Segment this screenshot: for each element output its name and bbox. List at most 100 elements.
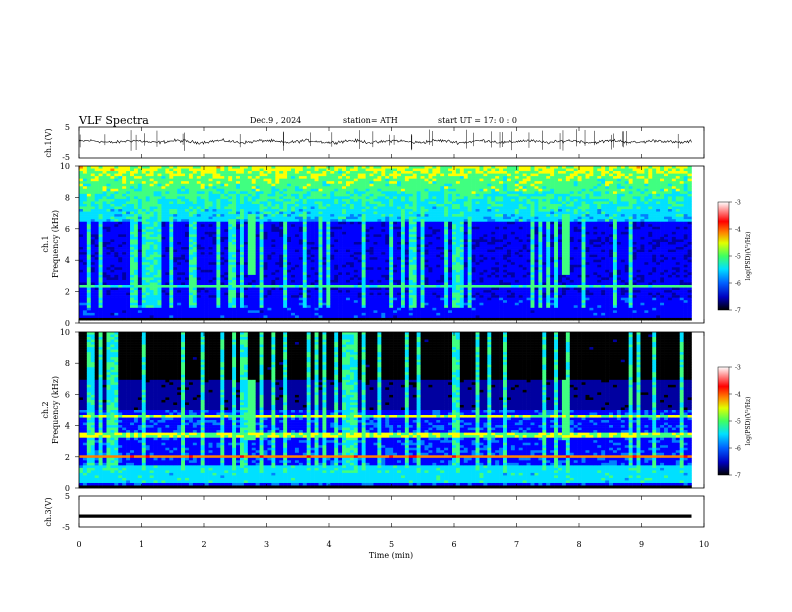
spectrogram-cell [322, 295, 327, 298]
spectrogram-cell [181, 221, 186, 225]
spectrogram-cell [220, 176, 225, 179]
spectrogram-cell [90, 236, 96, 240]
spectrogram-cell [369, 307, 374, 311]
spectrogram-cell [169, 226, 174, 230]
spectrogram-cell [177, 274, 182, 278]
spectrogram-cell [236, 201, 241, 205]
spectrogram-cell [326, 320, 331, 324]
spectrogram-cell [330, 272, 335, 276]
spectrogram-cell [106, 214, 111, 217]
spectrogram-cell [118, 196, 123, 200]
spectrogram-cell [149, 226, 154, 230]
spectrogram-cell [365, 173, 370, 177]
spectrogram-cell [188, 178, 194, 182]
spectrogram-cell [294, 249, 300, 253]
spectrogram-cell [385, 295, 390, 298]
spectrogram-cell [381, 257, 386, 260]
spectrogram-cell [208, 221, 213, 225]
spectrogram-cell [82, 290, 88, 293]
spectrogram-cell [228, 219, 233, 223]
spectrogram-cell [345, 186, 351, 190]
spectrogram-cell [279, 196, 284, 200]
spectrogram-cell [365, 176, 370, 179]
spectrogram-cell [306, 188, 311, 192]
spectrogram-cell [236, 183, 241, 187]
spectrogram-cell [133, 247, 139, 250]
spectrogram-cell [181, 201, 186, 205]
spectrogram-cell [133, 292, 139, 296]
spectrogram-cell [133, 244, 139, 248]
spectrogram-cell [236, 282, 241, 286]
spectrogram-cell [208, 209, 213, 212]
spectrogram-cell [322, 274, 327, 278]
spectrogram-cell [181, 264, 186, 268]
spectrogram-cell [243, 224, 249, 228]
spectrogram-cell [141, 247, 147, 250]
spectrogram-cell [369, 257, 374, 260]
spectrogram-cell [267, 219, 272, 223]
spectrogram-cell [306, 282, 311, 286]
spectrogram-cell [192, 279, 198, 283]
spectrogram-cell [153, 317, 158, 321]
spectrogram-cell [381, 186, 386, 190]
spectrogram-cell [275, 252, 280, 255]
spectrogram-cell [330, 188, 335, 192]
spectrogram-cell [79, 196, 84, 200]
spectrogram-cell [342, 259, 347, 263]
spectrogram-cell [279, 282, 284, 286]
spectrogram-cell [224, 181, 229, 185]
spectrogram-cell [228, 239, 233, 243]
spectrogram-cell [216, 249, 221, 253]
spectrogram-cell [271, 186, 276, 190]
spectrogram-cell [122, 219, 127, 223]
spectrogram-cell [216, 219, 221, 223]
spectrogram-cell [165, 201, 170, 205]
spectrogram-cell [220, 254, 225, 258]
spectrogram-cell [82, 226, 88, 230]
spectrogram-cell [377, 305, 382, 309]
spectrogram-cell [361, 297, 366, 301]
spectrogram-cell [279, 254, 284, 258]
spectrogram-cell [188, 224, 194, 228]
spectrogram-cell [106, 226, 111, 230]
spectrogram-cell [381, 320, 386, 324]
spectrogram-cell [283, 183, 288, 187]
spectrogram-cell [298, 254, 304, 258]
spectrogram-cell [275, 191, 280, 195]
spectrogram-cell [271, 221, 276, 225]
spectrogram-cell [263, 209, 268, 212]
spectrogram-cell [239, 320, 245, 324]
spectrogram-cell [94, 224, 99, 228]
spectrogram-cell [283, 312, 288, 316]
spectrogram-cell [157, 196, 162, 200]
spectrogram-cell [200, 221, 205, 225]
spectrogram-cell [133, 198, 139, 202]
spectrogram-cell [330, 279, 335, 283]
spectrogram-cell [177, 196, 182, 200]
spectrogram-cell [106, 173, 111, 177]
spectrogram-cell [102, 219, 107, 223]
spectrogram-cell [126, 193, 131, 197]
spectrogram-cell [279, 310, 284, 314]
spectrogram-cell [82, 229, 88, 233]
spectrogram-cell [330, 315, 335, 319]
spectrogram-cell [326, 176, 331, 179]
spectrogram-cell [82, 186, 88, 190]
spectrogram-cell [208, 292, 213, 296]
spectrogram-cell [98, 229, 103, 233]
spectrogram-cell [365, 201, 370, 205]
spectrogram-cell [141, 171, 147, 174]
spectrogram-cell [294, 300, 300, 304]
figure-title: VLF Spectra [78, 114, 149, 127]
spectrogram-cell [381, 307, 386, 311]
spectrogram-cell [141, 305, 147, 309]
spectrogram-cell [255, 295, 260, 298]
spectrogram-cell [141, 287, 147, 291]
spectrogram-cell [291, 178, 296, 182]
spectrogram-cell [291, 203, 296, 207]
spectrogram-cell [263, 221, 268, 225]
spectrogram-cell [330, 267, 335, 271]
spectrogram-cell [94, 178, 99, 182]
spectrogram-cell [102, 226, 107, 230]
spectrogram-cell [345, 290, 351, 293]
